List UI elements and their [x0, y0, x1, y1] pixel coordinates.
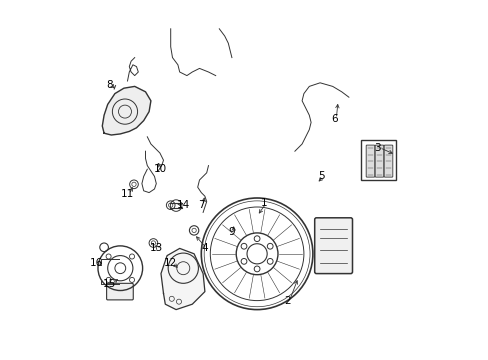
- FancyBboxPatch shape: [106, 283, 133, 300]
- Bar: [361, 140, 395, 180]
- FancyBboxPatch shape: [314, 218, 352, 274]
- Text: 2: 2: [284, 296, 290, 306]
- Text: 7: 7: [198, 200, 204, 210]
- Text: 8: 8: [106, 80, 113, 90]
- Polygon shape: [161, 248, 204, 310]
- Text: 11: 11: [121, 189, 134, 199]
- Text: 13: 13: [149, 243, 163, 253]
- Text: 3: 3: [374, 143, 380, 153]
- FancyBboxPatch shape: [374, 145, 383, 177]
- FancyBboxPatch shape: [384, 145, 392, 177]
- Text: 15: 15: [102, 279, 116, 289]
- Text: 16: 16: [90, 258, 103, 268]
- FancyBboxPatch shape: [366, 145, 374, 177]
- Text: 6: 6: [330, 114, 337, 124]
- Text: 14: 14: [176, 200, 189, 210]
- Text: 10: 10: [153, 164, 166, 174]
- Text: 5: 5: [318, 171, 325, 181]
- Text: 9: 9: [228, 227, 235, 237]
- Text: 1: 1: [261, 198, 267, 208]
- Polygon shape: [102, 86, 151, 135]
- Text: 12: 12: [164, 258, 177, 268]
- Text: 4: 4: [201, 243, 208, 253]
